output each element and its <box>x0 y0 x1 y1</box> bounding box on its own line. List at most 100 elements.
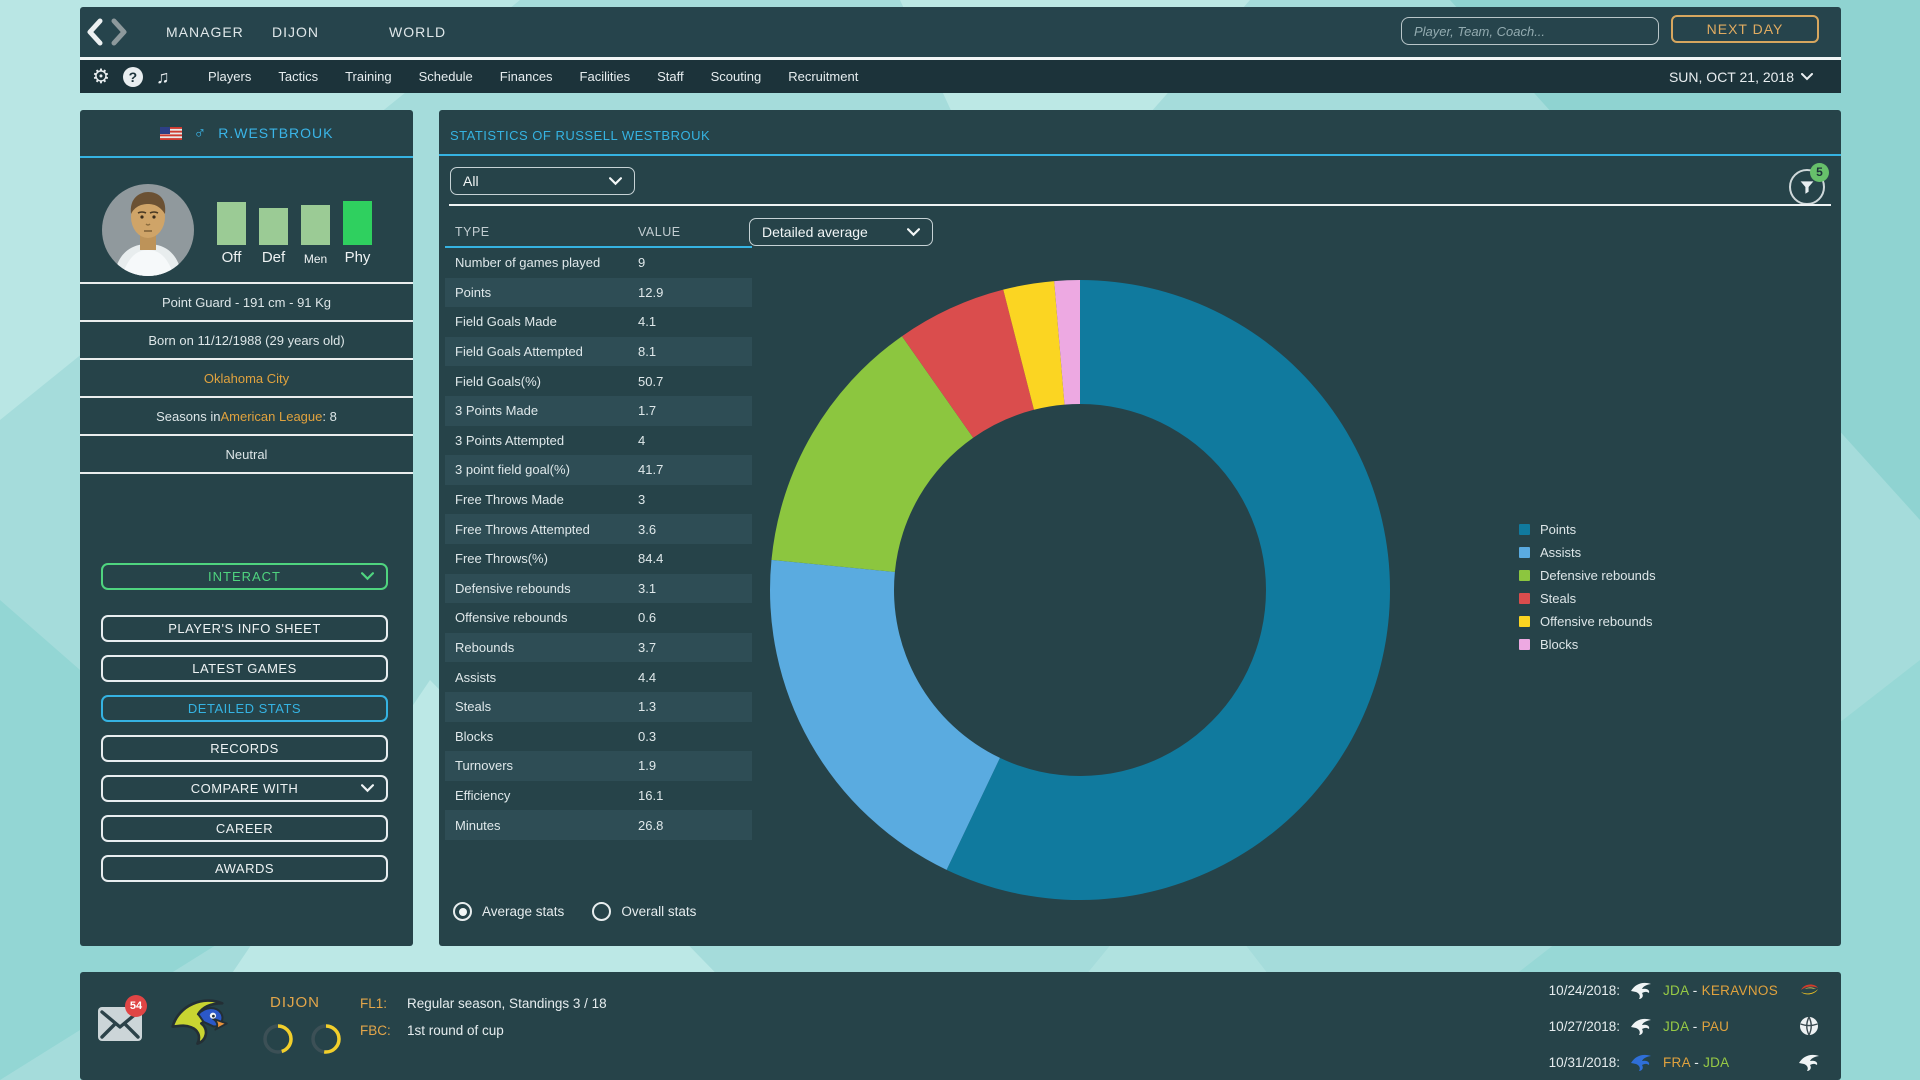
top-tab-dijon[interactable]: DIJON <box>272 24 319 40</box>
button-label: PLAYER'S INFO SHEET <box>168 621 321 636</box>
stat-type: 3 Points Attempted <box>455 432 565 448</box>
stat-type: Free Throws(%) <box>455 551 548 567</box>
button-label: AWARDS <box>214 861 275 876</box>
game-row-jda-keravnos[interactable]: 10/24/2018: JDA - KERAVNOS <box>1520 972 1821 1008</box>
nav-item-facilities[interactable]: Facilities <box>579 69 631 84</box>
table-row-steals: Steals 1.3 <box>445 691 752 722</box>
current-date[interactable]: SUN, OCT 21, 2018 <box>1669 60 1813 93</box>
sidebar-button-latest-games[interactable]: LATEST GAMES <box>101 655 388 682</box>
nav-bar: ⚙ ? ♫ Players Tactics Training Schedule Fina… <box>80 60 1841 93</box>
topbar-tabs: MANAGER DIJON WORLD <box>166 7 446 57</box>
sidebar-button-records[interactable]: RECORDS <box>101 735 388 762</box>
stat-value: 3 <box>638 492 646 508</box>
league-link[interactable]: American League <box>220 408 323 424</box>
chart-legend: Points Assists Defensive rebounds Steals Off… <box>1519 518 1656 656</box>
city-link[interactable]: Oklahoma City <box>203 370 290 386</box>
history-arrows <box>84 18 130 46</box>
table-row-field-goals-made: Field Goals Made 4.1 <box>445 307 752 337</box>
table-row-free-throws-attempted: Free Throws Attempted 3.6 <box>445 514 752 544</box>
bottom-bar: 54 DIJON FL1: Regular season, Standings … <box>80 972 1841 1080</box>
stat-type: Free Throws Made <box>455 492 564 508</box>
table-row-field-goals-attempted: Field Goals Attempted 8.1 <box>445 336 752 367</box>
top-tab-manager[interactable]: MANAGER <box>166 24 244 40</box>
search-input[interactable] <box>1401 17 1659 45</box>
table-row-rebounds: Rebounds 3.7 <box>445 632 752 663</box>
stat-type: Minutes <box>455 817 501 833</box>
stats-mode-value: Detailed average <box>762 224 868 240</box>
game-row-fra-jda[interactable]: 10/31/2018: FRA - JDA <box>1520 1044 1821 1080</box>
info-row-position: Point Guard - 191 cm - 91 Kg <box>80 282 413 320</box>
radio-average-stats[interactable]: Average stats <box>453 902 564 921</box>
forward-arrow-icon[interactable] <box>108 18 130 46</box>
music-icon[interactable]: ♫ <box>155 66 170 87</box>
game-matchup: JDA - KERAVNOS <box>1663 983 1788 998</box>
stat-type: Blocks <box>455 728 494 744</box>
competition-status: 1st round of cup <box>407 1023 504 1038</box>
table-row-assists: Assists 4.4 <box>445 662 752 692</box>
sidebar-button-player-s-info-sheet[interactable]: PLAYER'S INFO SHEET <box>101 615 388 642</box>
attribute-bars: Off Def Men Phy <box>217 197 377 266</box>
sidebar-button-career[interactable]: CAREER <box>101 815 388 842</box>
upcoming-games: 10/24/2018: JDA - KERAVNOS 10/27/2018: JDA … <box>1520 972 1821 1080</box>
nav-item-recruitment[interactable]: Recruitment <box>788 69 859 84</box>
filter-control[interactable]: 5 <box>1789 163 1829 205</box>
top-tab-world[interactable]: WORLD <box>389 24 447 40</box>
interact-label: INTERACT <box>208 569 281 584</box>
column-value: VALUE <box>638 225 681 239</box>
radio-overall-stats[interactable]: Overall stats <box>592 902 696 921</box>
player-avatar <box>102 184 194 276</box>
nav-item-tactics[interactable]: Tactics <box>278 69 319 84</box>
nav-item-players[interactable]: Players <box>208 69 252 84</box>
attribute-bar-track <box>259 197 288 245</box>
legend-swatch <box>1519 570 1530 581</box>
team-name[interactable]: DIJON <box>270 994 320 1011</box>
competition-code[interactable]: FL1: <box>360 996 388 1011</box>
nav-item-scouting[interactable]: Scouting <box>710 69 762 84</box>
attribute-def: Def <box>259 197 288 266</box>
info-row-city: Oklahoma City <box>80 358 413 396</box>
stat-value: 4 <box>638 432 646 448</box>
attribute-bar-phy <box>343 200 372 245</box>
game-row-jda-pau[interactable]: 10/27/2018: JDA - PAU <box>1520 1008 1821 1044</box>
sidebar-button-detailed-stats[interactable]: DETAILED STATS <box>101 695 388 722</box>
legend-swatch <box>1519 524 1530 535</box>
eagle-white-icon <box>1631 982 1651 999</box>
filter-separator <box>449 204 1831 206</box>
sidebar-button-compare-with[interactable]: COMPARE WITH <box>101 775 388 802</box>
game-date: 10/31/2018: <box>1548 1054 1620 1070</box>
stat-value: 9 <box>638 255 646 271</box>
help-icon[interactable]: ? <box>122 66 143 87</box>
stat-type: Assists <box>455 669 497 685</box>
donut-slice-steals <box>901 289 1034 438</box>
stat-value: 50.7 <box>638 373 664 389</box>
stat-value: 8.1 <box>638 344 657 360</box>
table-row-blocks: Blocks 0.3 <box>445 722 752 752</box>
button-label: DETAILED STATS <box>187 701 302 716</box>
ring-progress <box>263 1024 293 1054</box>
stats-mode-select[interactable]: Detailed average <box>749 218 933 246</box>
stat-type: Number of games played <box>455 255 601 271</box>
next-day-button[interactable]: NEXT DAY <box>1671 15 1819 43</box>
competition-row: FBC: 1st round of cup <box>360 1017 607 1044</box>
nav-item-training[interactable]: Training <box>345 69 392 84</box>
settings-icon[interactable]: ⚙ <box>92 65 110 88</box>
legend-label: Steals <box>1540 591 1577 606</box>
back-arrow-icon[interactable] <box>84 18 106 46</box>
nav-item-finances[interactable]: Finances <box>499 69 553 84</box>
stats-filter-select[interactable]: All <box>450 167 635 195</box>
stat-type: 3 point field goal(%) <box>455 462 570 478</box>
interact-dropdown[interactable]: INTERACT <box>101 563 388 590</box>
competition-code[interactable]: FBC: <box>360 1023 391 1038</box>
nav-item-schedule[interactable]: Schedule <box>418 69 473 84</box>
legend-swatch <box>1519 547 1530 558</box>
sidebar-button-awards[interactable]: AWARDS <box>101 855 388 882</box>
chevron-down-icon <box>609 176 622 185</box>
attribute-bar-track <box>301 197 330 245</box>
stat-type: Offensive rebounds <box>455 610 568 626</box>
nav-item-staff[interactable]: Staff <box>657 69 684 84</box>
mail-button[interactable]: 54 <box>97 995 147 1043</box>
table-row-free-throws: Free Throws(%) 84.4 <box>445 544 752 574</box>
team-logo[interactable] <box>168 991 230 1059</box>
donut-slice-assists <box>770 559 1000 870</box>
chevron-down-icon <box>361 784 374 793</box>
